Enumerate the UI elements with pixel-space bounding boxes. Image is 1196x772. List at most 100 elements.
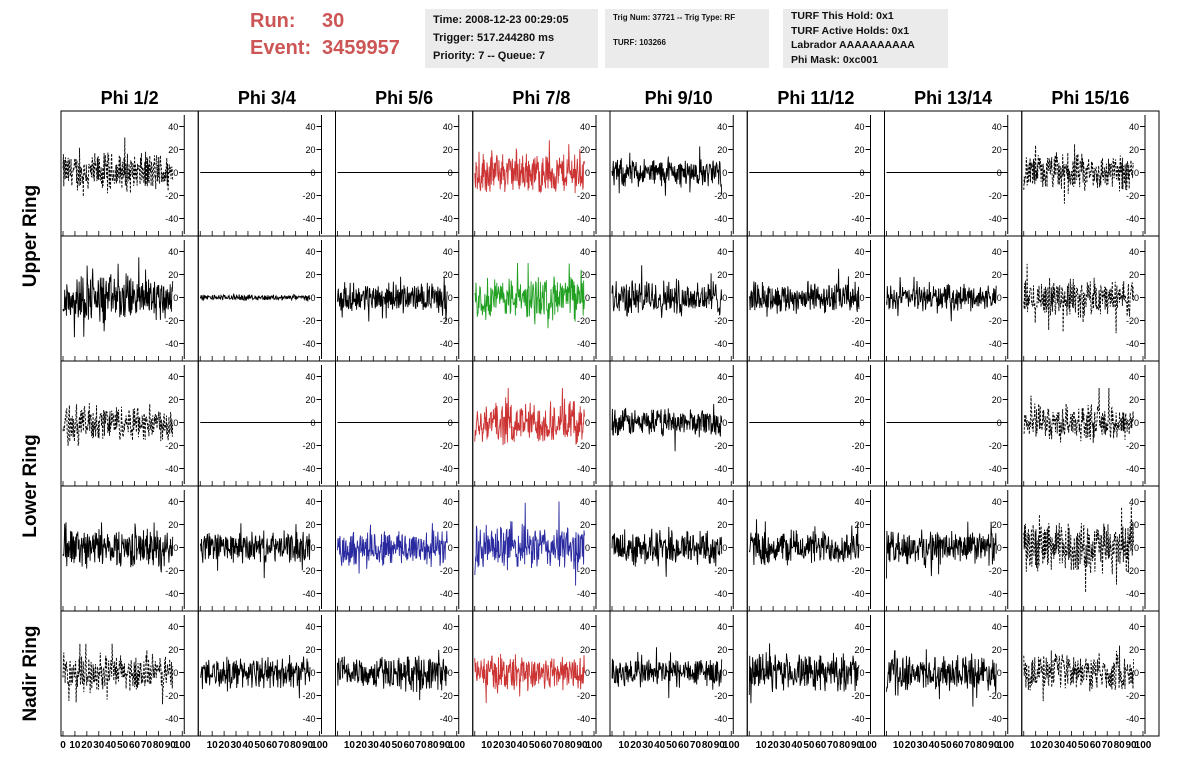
y-tick-label: 20: [305, 145, 315, 155]
y-tick-label: -40: [1126, 464, 1139, 474]
y-tick-label: 0: [1134, 418, 1139, 428]
y-tick-label: -40: [577, 339, 590, 349]
y-tick-label: -20: [851, 316, 864, 326]
y-tick-label: -40: [165, 214, 178, 224]
y-tick-label: 0: [173, 168, 178, 178]
y-tick-label: -20: [851, 566, 864, 576]
y-tick-label: -40: [165, 339, 178, 349]
y-tick-label: 40: [717, 497, 727, 507]
y-tick-label: 20: [168, 395, 178, 405]
y-tick-label: 20: [1129, 645, 1139, 655]
x-tick-label: 60: [815, 740, 827, 751]
y-tick-label: 20: [443, 270, 453, 280]
y-tick-label: -40: [302, 464, 315, 474]
x-tick-label: 80: [1114, 740, 1126, 751]
x-tick-label: 10: [207, 740, 219, 751]
waveform-trace: [1023, 504, 1134, 593]
y-tick-label: 40: [854, 497, 864, 507]
x-tick-label: 70: [141, 740, 153, 751]
waveform-trace: [474, 262, 585, 329]
y-tick-label: -40: [714, 714, 727, 724]
y-tick-label: -20: [1126, 441, 1139, 451]
x-tick-label: 80: [839, 740, 851, 751]
y-tick-label: -20: [714, 441, 727, 451]
x-tick-label: 60: [403, 740, 415, 751]
x-tick-label: 100: [860, 740, 877, 751]
y-tick-label: 40: [992, 372, 1002, 382]
x-tick-label: 30: [642, 740, 654, 751]
y-tick-label: -40: [302, 214, 315, 224]
x-tick-label: 20: [219, 740, 231, 751]
waveform-trace: [62, 137, 174, 197]
y-tick-label: -40: [577, 714, 590, 724]
y-tick-label: -40: [440, 714, 453, 724]
y-tick-label: -20: [1126, 691, 1139, 701]
y-tick-label: 40: [580, 122, 590, 132]
trig-info-box: Trig Num: 37721 -- Trig Type: RF TURF: 1…: [605, 9, 769, 68]
y-tick-label: 40: [1129, 372, 1139, 382]
column-title: Phi 13/14: [914, 88, 992, 108]
y-tick-label: 20: [443, 145, 453, 155]
y-tick-label: 20: [443, 645, 453, 655]
waveform-trace: [611, 146, 723, 196]
x-tick-label: 10: [756, 740, 768, 751]
x-tick-label: 50: [392, 740, 404, 751]
y-tick-label: -40: [302, 339, 315, 349]
x-tick-label: 90: [1126, 740, 1138, 751]
y-tick-label: 20: [854, 645, 864, 655]
x-tick-label: 30: [93, 740, 105, 751]
y-tick-label: 40: [1129, 122, 1139, 132]
waveform-trace: [337, 523, 448, 574]
phi-mask-text: Phi Mask: 0xc001: [791, 53, 878, 66]
y-tick-label: 0: [585, 418, 590, 428]
y-tick-label: -40: [302, 589, 315, 599]
y-tick-label: 20: [854, 145, 864, 155]
column-title: Phi 15/16: [1051, 88, 1129, 108]
x-tick-label: 80: [153, 740, 165, 751]
y-tick-label: 0: [1134, 168, 1139, 178]
x-tick-label: 90: [988, 740, 1000, 751]
y-tick-label: 20: [992, 145, 1002, 155]
y-tick-label: 20: [717, 270, 727, 280]
y-tick-label: 40: [443, 372, 453, 382]
y-tick-label: -40: [1126, 589, 1139, 599]
event-header: Run: 30 Event: 3459957 Time: 2008-12-23 00…: [0, 0, 1196, 90]
y-tick-label: 20: [992, 270, 1002, 280]
ring-label: Nadir Ring: [20, 625, 41, 721]
y-tick-label: 20: [168, 145, 178, 155]
waveform-trace: [1023, 144, 1134, 204]
x-tick-label: 60: [266, 740, 278, 751]
x-tick-label: 80: [702, 740, 714, 751]
x-tick-label: 40: [791, 740, 803, 751]
y-tick-label: -20: [440, 191, 453, 201]
waveform-trace: [474, 653, 585, 704]
y-tick-label: -40: [851, 339, 864, 349]
y-tick-label: 0: [859, 668, 864, 678]
y-tick-label: -40: [302, 714, 315, 724]
y-tick-label: 40: [1129, 497, 1139, 507]
y-tick-label: -40: [577, 589, 590, 599]
y-tick-label: 40: [854, 372, 864, 382]
y-tick-label: 0: [448, 293, 453, 303]
x-tick-label: 10: [481, 740, 493, 751]
column-title: Phi 1/2: [101, 88, 159, 108]
y-tick-label: 40: [1129, 622, 1139, 632]
y-tick-label: -20: [302, 441, 315, 451]
y-tick-label: 40: [168, 622, 178, 632]
y-tick-label: -20: [440, 691, 453, 701]
waveform-trace: [748, 643, 860, 704]
x-tick-label: 90: [851, 740, 863, 751]
y-tick-label: 0: [859, 543, 864, 553]
y-tick-label: 0: [310, 543, 315, 553]
